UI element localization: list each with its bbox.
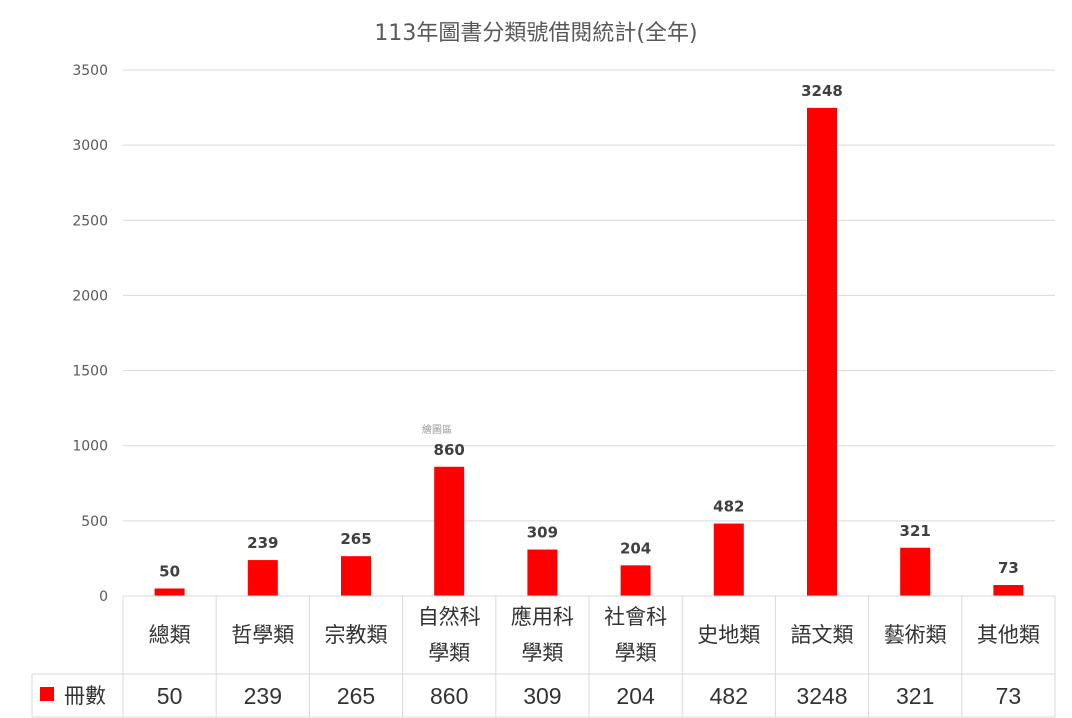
bar — [713, 523, 744, 596]
legend-swatch — [40, 687, 54, 701]
table-value: 239 — [244, 683, 282, 709]
bar — [993, 585, 1024, 596]
data-label: 482 — [713, 498, 744, 516]
table-value: 482 — [710, 683, 748, 709]
table-value: 73 — [996, 683, 1022, 709]
y-tick-label: 0 — [99, 589, 108, 605]
y-tick-label: 3000 — [72, 138, 108, 154]
category-label: 宗教類 — [325, 623, 388, 647]
bar — [620, 565, 651, 596]
bar — [247, 560, 278, 596]
y-tick-label: 2500 — [72, 213, 108, 229]
y-axis: 0 500 1000 1500 2000 2500 3000 3500 — [72, 63, 108, 605]
bar — [434, 466, 465, 596]
y-tick-label: 3500 — [72, 63, 108, 79]
bar — [900, 547, 931, 596]
chart-title: 113年圖書分類號借閱統計(全年) — [374, 21, 697, 46]
data-label: 204 — [620, 539, 651, 557]
data-label: 239 — [247, 534, 278, 552]
bar — [807, 107, 837, 596]
category-label: 自然科 — [418, 605, 481, 629]
plot-area-tooltip: 繪圖區 — [422, 423, 452, 436]
category-label: 總類 — [149, 623, 191, 647]
data-label: 3248 — [801, 82, 843, 100]
category-label: 學類 — [521, 641, 563, 665]
table-value: 50 — [157, 683, 183, 709]
table-value: 309 — [523, 683, 561, 709]
legend-label: 冊數 — [64, 684, 106, 708]
category-label: 藝術類 — [884, 623, 947, 647]
data-label: 860 — [434, 441, 465, 459]
category-label: 史地類 — [697, 623, 760, 647]
table-value: 204 — [616, 683, 655, 709]
bars — [154, 107, 1024, 596]
data-label: 265 — [340, 530, 371, 548]
data-label: 50 — [159, 562, 180, 580]
gridlines — [123, 69, 1055, 597]
y-tick-label: 1000 — [72, 439, 108, 455]
bar — [341, 556, 371, 596]
y-tick-label: 1500 — [72, 364, 108, 380]
category-label: 學類 — [615, 641, 657, 665]
category-label: 其他類 — [977, 623, 1040, 647]
bar — [527, 549, 558, 596]
data-labels: 50 239 265 860 309 204 482 3248 321 73 — [159, 82, 1019, 581]
bar — [154, 588, 185, 596]
category-label: 哲學類 — [231, 623, 294, 647]
data-label: 321 — [900, 522, 931, 540]
category-label: 應用科 — [511, 605, 574, 629]
table-value: 321 — [896, 683, 934, 709]
y-tick-label: 2000 — [72, 288, 108, 304]
table-value: 3248 — [796, 683, 847, 709]
category-label: 語文類 — [791, 623, 854, 647]
data-label: 73 — [998, 559, 1019, 577]
table-value: 265 — [337, 683, 375, 709]
data-label: 309 — [527, 524, 558, 542]
category-label: 社會科 — [604, 605, 667, 629]
table-value: 860 — [430, 683, 468, 709]
category-label: 學類 — [428, 641, 470, 665]
y-tick-label: 500 — [81, 514, 108, 530]
